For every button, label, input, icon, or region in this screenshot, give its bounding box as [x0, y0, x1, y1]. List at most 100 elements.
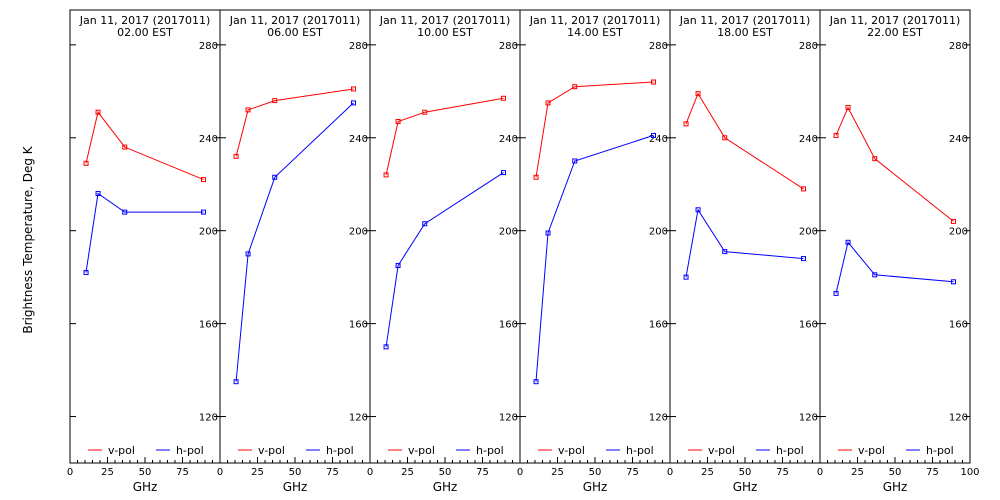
data-point-h-pol — [351, 100, 356, 106]
data-point-h-pol — [201, 209, 206, 215]
series-v-pol — [833, 105, 956, 224]
legend-label-v-pol: v-pol — [258, 444, 285, 457]
x-tick-label: 0 — [517, 467, 523, 478]
x-tick-label: 25 — [401, 467, 414, 478]
data-point-h-pol — [545, 230, 551, 236]
x-tick-label: 50 — [289, 467, 302, 478]
data-point-v-pol — [95, 109, 101, 115]
data-point-h-pol — [801, 256, 806, 262]
x-tick-label: 25 — [251, 467, 264, 478]
x-tick-label: 75 — [926, 467, 939, 478]
chart-title: Jan 11, 2017 (2017011) — [229, 14, 361, 27]
chart-panel-2: Jan 11, 2017 (2017011)06.00 EST 120 160 200… — [217, 9, 371, 494]
x-tick-label: 100 — [960, 467, 979, 478]
x-tick-label: 25 — [701, 467, 714, 478]
data-point-v-pol — [683, 121, 689, 127]
data-point-v-pol — [422, 109, 428, 115]
data-point-v-pol — [272, 98, 278, 104]
y-tick-label: 280 — [199, 41, 218, 52]
series-line-h-pol — [535, 134, 654, 382]
legend-label-v-pol: v-pol — [708, 444, 735, 457]
data-point-h-pol — [383, 344, 389, 350]
y-tick-label: 200 — [649, 227, 668, 238]
series-h-pol — [233, 100, 356, 385]
x-tick-label: 75 — [476, 467, 489, 478]
data-point-h-pol — [695, 207, 701, 213]
legend-label-v-pol: v-pol — [558, 444, 585, 457]
legend-label-v-pol: v-pol — [408, 444, 435, 457]
chart-subtitle: 02.00 EST — [117, 26, 173, 39]
series-h-pol — [383, 170, 506, 350]
data-point-h-pol — [233, 379, 239, 385]
series-line-v-pol — [535, 81, 654, 178]
data-point-h-pol — [572, 158, 578, 164]
x-tick-label: 0 — [817, 467, 823, 478]
data-point-v-pol — [833, 132, 839, 138]
data-point-v-pol — [801, 186, 806, 192]
data-point-h-pol — [683, 274, 689, 280]
data-point-v-pol — [845, 105, 851, 111]
series-line-v-pol — [235, 88, 354, 157]
y-tick-label: 240 — [499, 134, 518, 145]
data-point-h-pol — [533, 379, 539, 385]
data-point-v-pol — [351, 86, 356, 92]
x-tick-label: 75 — [326, 467, 339, 478]
x-axis-label: GHz — [283, 480, 308, 494]
data-point-v-pol — [501, 95, 506, 101]
series-line-h-pol — [835, 241, 954, 294]
data-point-v-pol — [383, 172, 389, 178]
series-h-pol — [683, 207, 806, 280]
series-h-pol — [533, 132, 656, 385]
data-point-h-pol — [951, 279, 956, 285]
legend-label-h-pol: h-pol — [626, 444, 654, 457]
y-tick-label: 160 — [649, 320, 668, 331]
chart-title: Jan 11, 2017 (2017011) — [829, 14, 961, 27]
data-point-v-pol — [722, 135, 728, 141]
y-tick-label: 240 — [349, 134, 368, 145]
data-point-h-pol — [833, 290, 839, 296]
data-point-h-pol — [501, 170, 506, 176]
series-h-pol — [83, 191, 206, 276]
data-point-v-pol — [83, 160, 89, 166]
x-tick-label: 0 — [67, 467, 73, 478]
y-tick-label: 240 — [949, 134, 968, 145]
data-point-h-pol — [395, 263, 401, 269]
data-point-h-pol — [722, 249, 728, 255]
legend-label-h-pol: h-pol — [476, 444, 504, 457]
data-point-v-pol — [651, 79, 656, 85]
x-tick-label: 50 — [439, 467, 452, 478]
x-tick-label: 75 — [176, 467, 189, 478]
chart-panel-5: Jan 11, 2017 (2017011)18.00 EST 120 160 200… — [667, 9, 821, 494]
series-v-pol — [683, 91, 806, 192]
y-tick-label: 120 — [949, 413, 968, 424]
y-tick-label: 280 — [799, 41, 818, 52]
y-tick-label: 160 — [199, 320, 218, 331]
series-line-v-pol — [385, 97, 504, 176]
x-tick-label: 0 — [217, 467, 223, 478]
x-tick-label: 50 — [589, 467, 602, 478]
x-tick-label: 25 — [551, 467, 564, 478]
x-tick-label: 0 — [367, 467, 373, 478]
data-point-v-pol — [545, 100, 551, 106]
data-point-v-pol — [245, 107, 251, 113]
y-tick-label: 160 — [499, 320, 518, 331]
chart-subtitle: 22.00 EST — [867, 26, 923, 39]
chart-panel-1: Jan 11, 2017 (2017011)02.00 EST 120 160 200… — [67, 9, 221, 494]
chart-panel-6: Jan 11, 2017 (2017011)22.00 EST 120 160 200… — [817, 9, 980, 494]
legend-label-v-pol: v-pol — [108, 444, 135, 457]
chart-subtitle: 14.00 EST — [567, 26, 623, 39]
series-h-pol — [833, 239, 956, 296]
y-tick-label: 200 — [949, 227, 968, 238]
chart-subtitle: 10.00 EST — [417, 26, 473, 39]
data-point-h-pol — [272, 174, 278, 180]
x-tick-label: 25 — [851, 467, 864, 478]
data-point-h-pol — [845, 239, 851, 245]
x-tick-label: 75 — [776, 467, 789, 478]
data-point-h-pol — [422, 221, 428, 227]
y-tick-label: 280 — [649, 41, 668, 52]
chart-subtitle: 18.00 EST — [717, 26, 773, 39]
y-tick-label: 240 — [799, 134, 818, 145]
y-tick-label: 160 — [949, 320, 968, 331]
